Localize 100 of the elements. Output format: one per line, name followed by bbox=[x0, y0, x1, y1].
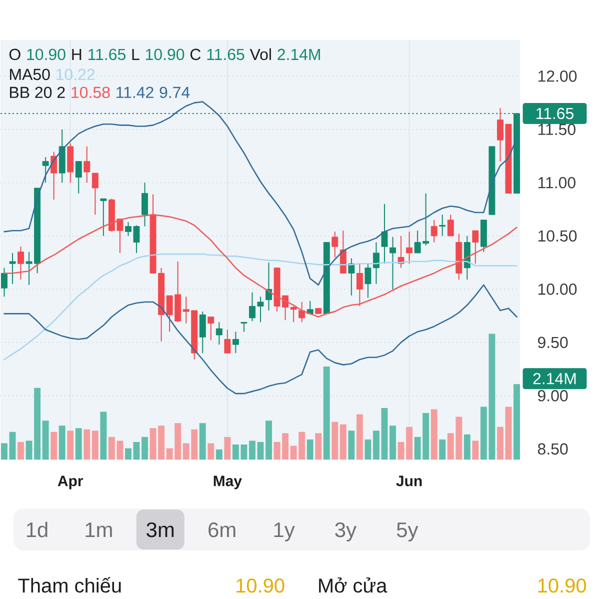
bar bbox=[75, 428, 82, 460]
y-tick-label: 10.50 bbox=[538, 230, 577, 242]
annotation: Vol bbox=[250, 48, 271, 60]
annotation: 11.65 bbox=[207, 48, 244, 60]
text: 1d bbox=[26, 522, 48, 538]
bar bbox=[356, 414, 363, 460]
y-tick-label: 8.50 bbox=[538, 443, 568, 454]
bar bbox=[332, 422, 338, 460]
bar bbox=[497, 426, 504, 460]
annotation: 10.90 bbox=[146, 48, 184, 60]
text: 5y bbox=[396, 522, 418, 542]
bar bbox=[340, 424, 346, 460]
y-tick-label: 11.50 bbox=[538, 124, 576, 135]
bar bbox=[398, 442, 404, 460]
x-tick-label: May bbox=[214, 476, 242, 489]
candlestick bbox=[439, 214, 446, 236]
bar bbox=[373, 430, 380, 460]
bar bbox=[100, 412, 107, 460]
text: Mở cửa bbox=[319, 577, 388, 592]
bar bbox=[505, 406, 512, 460]
annotation: BB 20 2 bbox=[10, 86, 65, 98]
candlestick bbox=[75, 160, 82, 194]
bar bbox=[323, 366, 330, 460]
candlestick bbox=[208, 316, 214, 341]
bar bbox=[224, 436, 231, 460]
text: 10.90 bbox=[538, 578, 586, 592]
bar bbox=[406, 426, 413, 460]
bar bbox=[348, 430, 355, 460]
y-tick-label: 10.00 bbox=[538, 283, 577, 295]
candlestick bbox=[290, 306, 297, 322]
bar bbox=[390, 425, 396, 460]
candlestick bbox=[398, 235, 404, 268]
candlestick bbox=[1, 267, 8, 297]
bar bbox=[34, 388, 41, 460]
bar bbox=[282, 432, 289, 460]
candlestick bbox=[9, 252, 16, 284]
bar bbox=[158, 425, 165, 460]
candlestick bbox=[42, 156, 49, 183]
candlestick bbox=[18, 246, 24, 280]
text: 2.14M bbox=[533, 372, 576, 384]
bar bbox=[133, 442, 140, 460]
y-tick-label: 9.50 bbox=[538, 336, 568, 348]
candlestick bbox=[84, 146, 90, 183]
candlestick bbox=[390, 236, 396, 290]
text: 6m bbox=[208, 522, 236, 538]
candlestick bbox=[232, 331, 239, 354]
annotation: 2.14M bbox=[278, 48, 320, 60]
candlestick bbox=[92, 172, 98, 215]
bar bbox=[9, 432, 16, 460]
candlestick bbox=[50, 151, 58, 200]
annotation: 11.65 bbox=[88, 48, 126, 60]
bar bbox=[208, 443, 214, 460]
y-tick-label: 12.00 bbox=[538, 70, 577, 82]
annotation: L bbox=[132, 48, 140, 60]
bar bbox=[364, 439, 372, 460]
bar bbox=[42, 420, 49, 460]
bar bbox=[439, 439, 446, 460]
annotation: C bbox=[190, 48, 201, 60]
bar bbox=[18, 442, 24, 460]
bar bbox=[464, 434, 470, 460]
bar bbox=[67, 430, 74, 460]
bar bbox=[150, 428, 156, 460]
text: 3y bbox=[335, 522, 356, 542]
candlestick bbox=[430, 219, 438, 243]
candlestick bbox=[356, 262, 363, 306]
bar bbox=[125, 448, 132, 460]
bar bbox=[58, 425, 66, 460]
bar bbox=[472, 440, 479, 460]
annotation: MA50 bbox=[10, 68, 50, 80]
text: 1m bbox=[86, 522, 112, 537]
candlestick bbox=[298, 301, 306, 322]
bar bbox=[430, 409, 438, 460]
bar bbox=[50, 432, 58, 460]
candlestick bbox=[406, 230, 413, 264]
annotation: 10.22 bbox=[56, 68, 95, 80]
text: Tham chiếu bbox=[18, 576, 121, 592]
bar bbox=[1, 443, 8, 460]
annotation: H bbox=[72, 48, 82, 60]
candlestick bbox=[216, 321, 222, 345]
annotation: 9.74 bbox=[160, 86, 190, 98]
annotation: O bbox=[9, 48, 20, 60]
candlestick bbox=[332, 230, 338, 258]
text: 10.90 bbox=[236, 578, 284, 592]
bar bbox=[266, 420, 272, 460]
bar bbox=[514, 384, 520, 460]
y-tick-label: 9.00 bbox=[538, 390, 568, 402]
candlestick bbox=[142, 182, 148, 227]
x-tick-label: Jun bbox=[396, 476, 422, 486]
annotation: 10.58 bbox=[72, 86, 110, 98]
bar bbox=[216, 449, 222, 460]
bar bbox=[92, 430, 98, 460]
x-tick-label: Apr bbox=[58, 476, 84, 489]
bar bbox=[306, 439, 314, 460]
candlestick bbox=[224, 328, 231, 354]
candlestick bbox=[447, 214, 454, 236]
bar bbox=[142, 436, 148, 460]
candlestick bbox=[472, 230, 479, 264]
annotation: 11.42 bbox=[116, 86, 154, 98]
ref-line-label: 11.65 bbox=[536, 108, 574, 119]
annotation: 10.90 bbox=[27, 48, 66, 60]
